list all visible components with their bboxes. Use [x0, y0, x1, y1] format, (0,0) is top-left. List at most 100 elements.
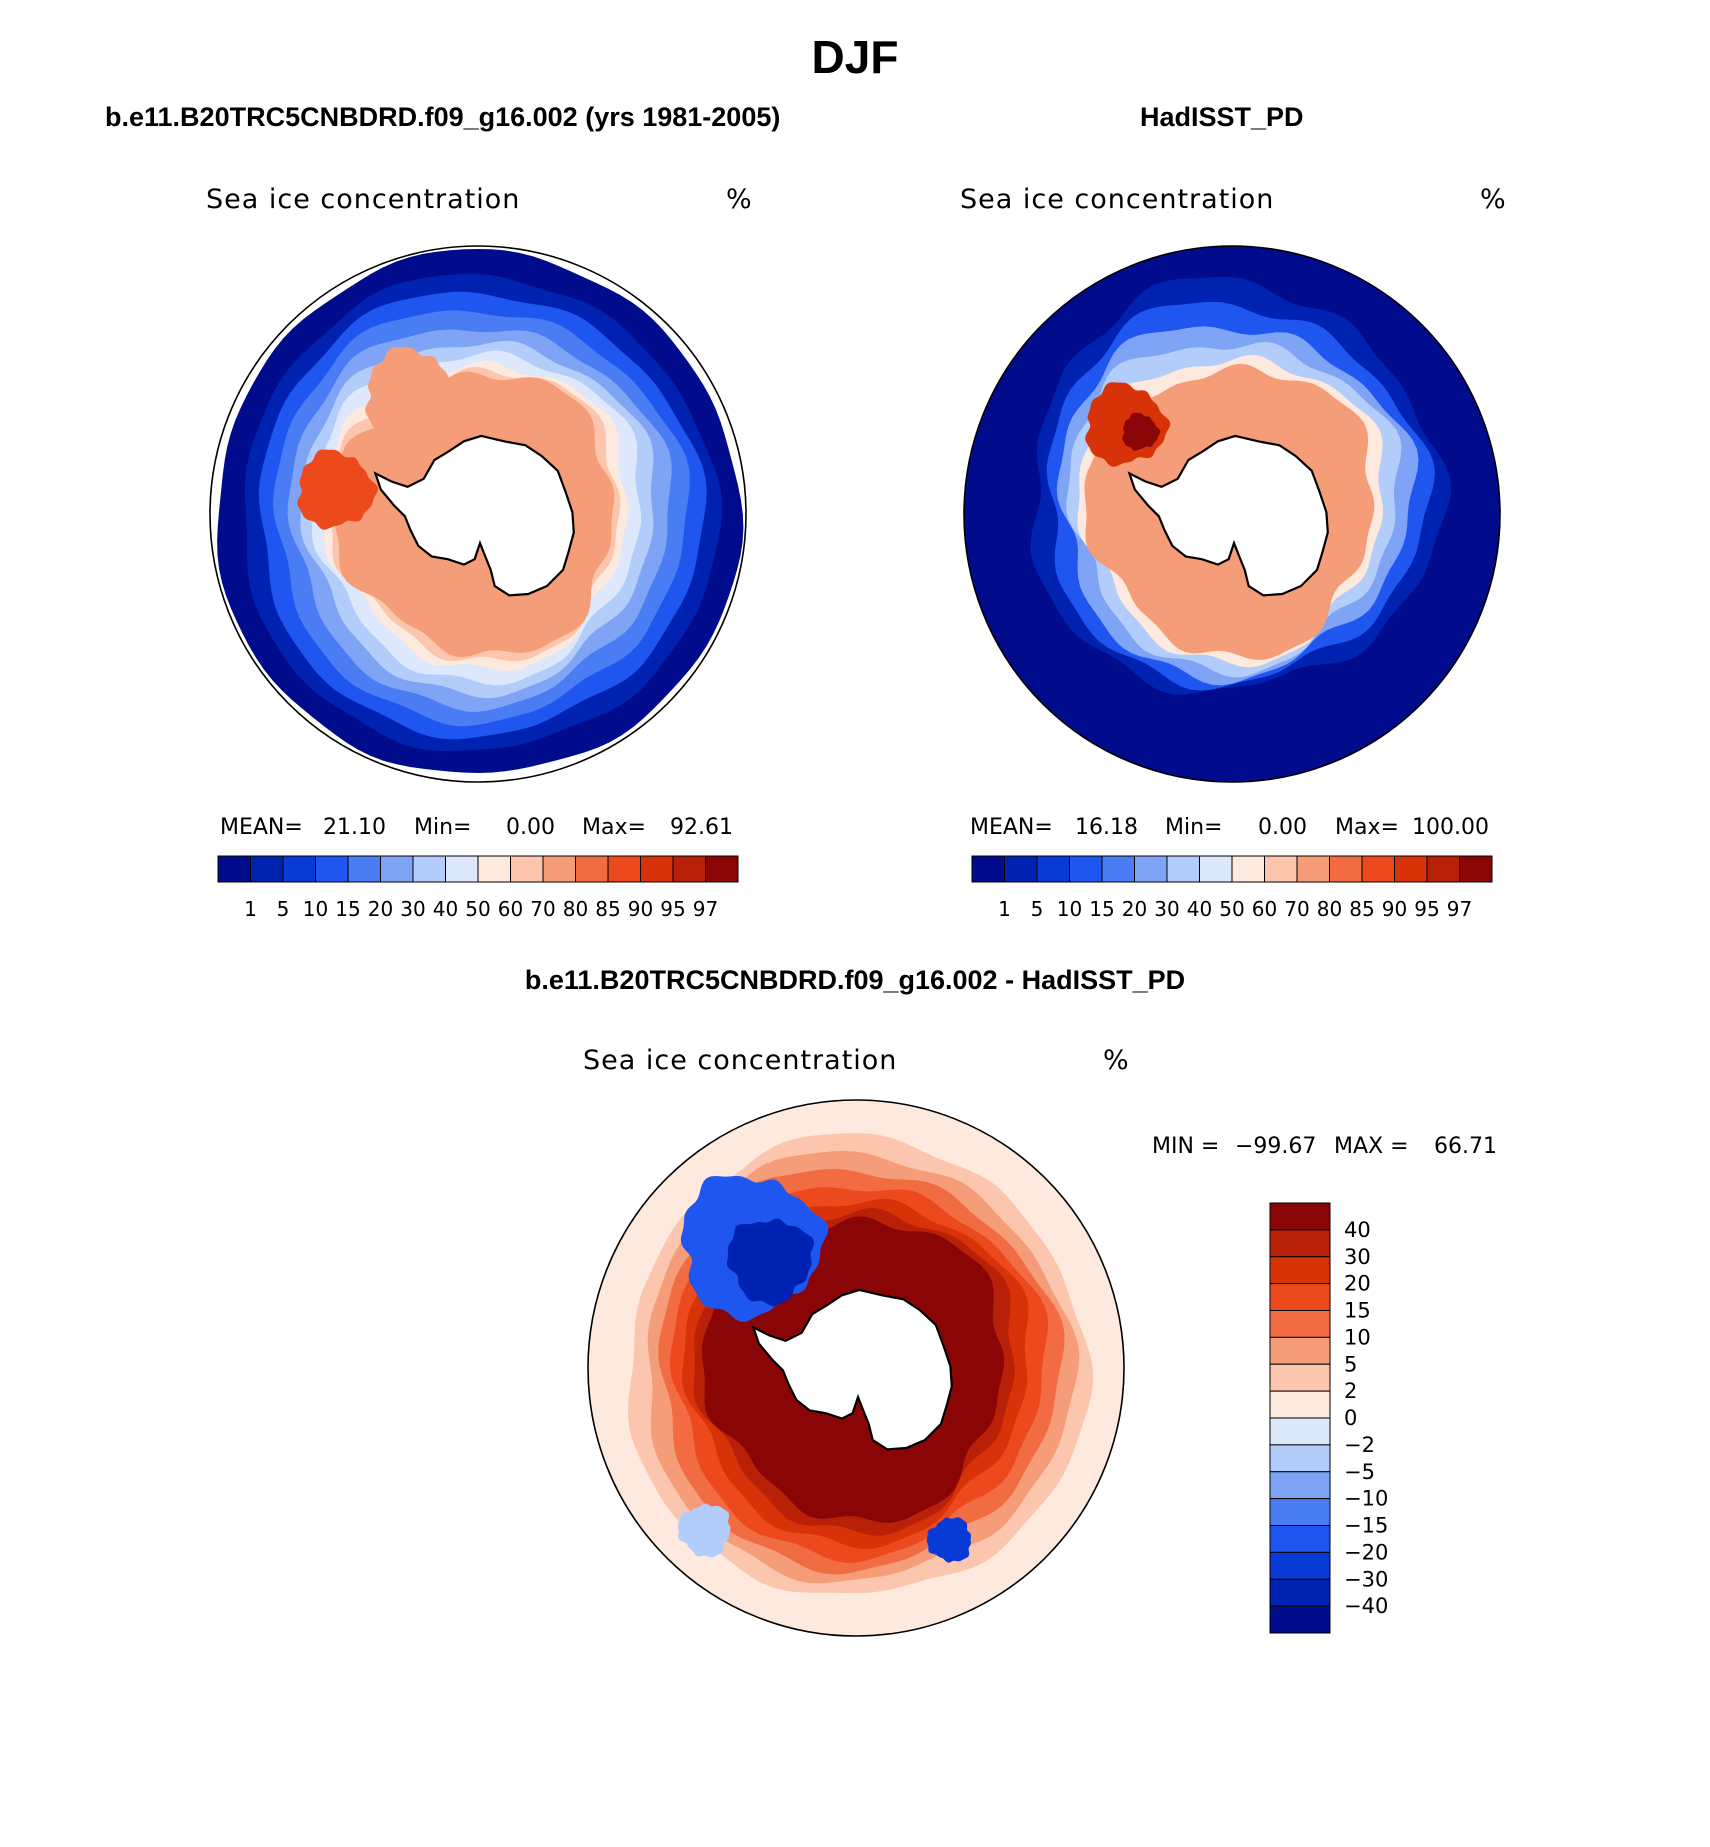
colorbar-swatch	[1329, 855, 1363, 883]
colorbar-swatch	[412, 855, 446, 883]
stat-max-label-difference: MAX =	[1334, 1134, 1409, 1159]
map-units-label-observations: %	[1480, 184, 1507, 215]
colorbar-tick-label: 30	[1154, 897, 1179, 921]
colorbar-tick-label: 20	[1122, 897, 1147, 921]
colorbar-swatch	[1269, 1417, 1331, 1446]
stat-mean-value-model: 21.10	[323, 815, 386, 840]
colorbar-swatch	[1269, 1525, 1331, 1553]
colorbar-swatch	[672, 855, 706, 883]
colorbar-tick-label: 10	[303, 897, 328, 921]
colorbar-tick-label: 95	[660, 897, 685, 921]
colorbar-swatch	[1166, 855, 1200, 883]
colorbar-tick-label: 1	[244, 897, 257, 921]
colorbar-tick-label: 15	[335, 897, 360, 921]
colorbar-swatch	[1264, 855, 1298, 883]
colorbar-swatch	[1069, 855, 1103, 883]
colorbar-swatch	[445, 855, 479, 883]
colorbar-swatch	[542, 855, 576, 883]
colorbar-tick-label: 40	[433, 897, 458, 921]
colorbar-tick-label: 80	[1317, 897, 1342, 921]
colorbar-swatch	[1231, 855, 1265, 883]
colorbar-tick-label: 20	[1344, 1272, 1371, 1296]
colorbar-swatch	[380, 855, 414, 883]
colorbar-tick-label: 80	[563, 897, 588, 921]
colorbar-tick-label: 90	[628, 897, 653, 921]
colorbar-tick-label: 10	[1057, 897, 1082, 921]
colorbar-tick-label: 20	[368, 897, 393, 921]
map-difference-anomaly-patch	[677, 1503, 731, 1558]
stat-mean-label-observations: MEAN=	[970, 815, 1053, 840]
colorbar-swatch	[1269, 1202, 1331, 1231]
colorbar-tick-label: 15	[1089, 897, 1114, 921]
colorbar-tick-label: 50	[465, 897, 490, 921]
map-variable-label-difference: Sea ice concentration	[583, 1045, 898, 1076]
colorbar-tick-label: 70	[1284, 897, 1309, 921]
colorbar-swatch	[510, 855, 544, 883]
stat-min-label-difference: MIN =	[1152, 1134, 1220, 1159]
colorbar-swatch	[1269, 1390, 1331, 1419]
colorbar-swatch	[1459, 855, 1493, 883]
colorbar-tick-label: −40	[1344, 1594, 1388, 1618]
colorbar-tick-label: 1	[998, 897, 1011, 921]
colorbar-tick-label: 40	[1344, 1218, 1371, 1242]
colorbar-tick-label: 15	[1344, 1299, 1371, 1323]
colorbar-swatch	[1199, 855, 1233, 883]
colorbar-tick-label: 10	[1344, 1325, 1371, 1349]
colorbar-swatch	[971, 855, 1005, 883]
colorbar-tick-label: 5	[1344, 1352, 1357, 1376]
panel-title-observations: HadISST_PD	[1140, 102, 1304, 132]
stat-mean-value-observations: 16.18	[1075, 815, 1138, 840]
stat-min-value-difference: −99.67	[1235, 1134, 1317, 1159]
colorbar-tick-label: −2	[1344, 1433, 1375, 1457]
map-model-anomaly-patch	[365, 347, 461, 443]
map-variable-label-observations: Sea ice concentration	[960, 184, 1275, 215]
colorbar-tick-label: 95	[1414, 897, 1439, 921]
map-model-frame	[209, 245, 747, 783]
stat-max-label-observations: Max=	[1335, 815, 1399, 840]
map-observations	[963, 245, 1501, 783]
colorbar-observations: 1 5 10 15 20 30 40 50 60 70 80 85 90 95 97	[971, 855, 1493, 921]
colorbar-tick-label: 5	[277, 897, 290, 921]
stat-max-value-model: 92.61	[670, 815, 733, 840]
map-model-antarctica-outline	[373, 434, 575, 597]
colorbar-tick-label: 97	[1447, 897, 1472, 921]
colorbar-swatch	[607, 855, 641, 883]
colorbar-tick-label: 30	[400, 897, 425, 921]
colorbar-tick-label: −20	[1344, 1540, 1388, 1564]
colorbar-swatch	[1269, 1336, 1331, 1365]
map-difference	[587, 1099, 1125, 1637]
colorbar-swatch	[1296, 855, 1330, 883]
map-model	[209, 245, 747, 783]
stat-min-value-model: 0.00	[506, 815, 555, 840]
colorbar-tick-label: 60	[1252, 897, 1277, 921]
colorbar-swatch	[1134, 855, 1168, 883]
colorbar-tick-label: 85	[1349, 897, 1374, 921]
colorbar-swatch	[1426, 855, 1460, 883]
stat-mean-label-model: MEAN=	[220, 815, 303, 840]
colorbar-swatch	[640, 855, 674, 883]
colorbar-swatch	[347, 855, 381, 883]
stat-min-label-observations: Min=	[1165, 815, 1223, 840]
colorbar-swatch	[1269, 1310, 1331, 1338]
colorbar-tick-label: 60	[498, 897, 523, 921]
colorbar-tick-label: −10	[1344, 1487, 1388, 1511]
colorbar-swatch	[1269, 1283, 1331, 1311]
colorbar-tick-label: 70	[530, 897, 555, 921]
colorbar-swatch	[1269, 1551, 1331, 1580]
colorbar-swatch	[477, 855, 511, 883]
map-difference-frame	[587, 1099, 1125, 1637]
colorbar-swatch	[1269, 1256, 1331, 1285]
colorbar-tick-label: −15	[1344, 1514, 1388, 1538]
colorbar-swatch	[1269, 1471, 1331, 1500]
colorbar-swatch	[1269, 1578, 1331, 1607]
colorbar-swatch	[575, 855, 609, 883]
colorbar-tick-label: 2	[1344, 1379, 1357, 1403]
colorbar-tick-label: −5	[1344, 1460, 1375, 1484]
map-variable-label-model: Sea ice concentration	[206, 184, 521, 215]
colorbar-tick-label: −30	[1344, 1567, 1388, 1591]
colorbar-swatch	[1269, 1229, 1331, 1258]
colorbar-swatch	[1361, 855, 1395, 883]
map-units-label-difference: %	[1103, 1045, 1130, 1076]
